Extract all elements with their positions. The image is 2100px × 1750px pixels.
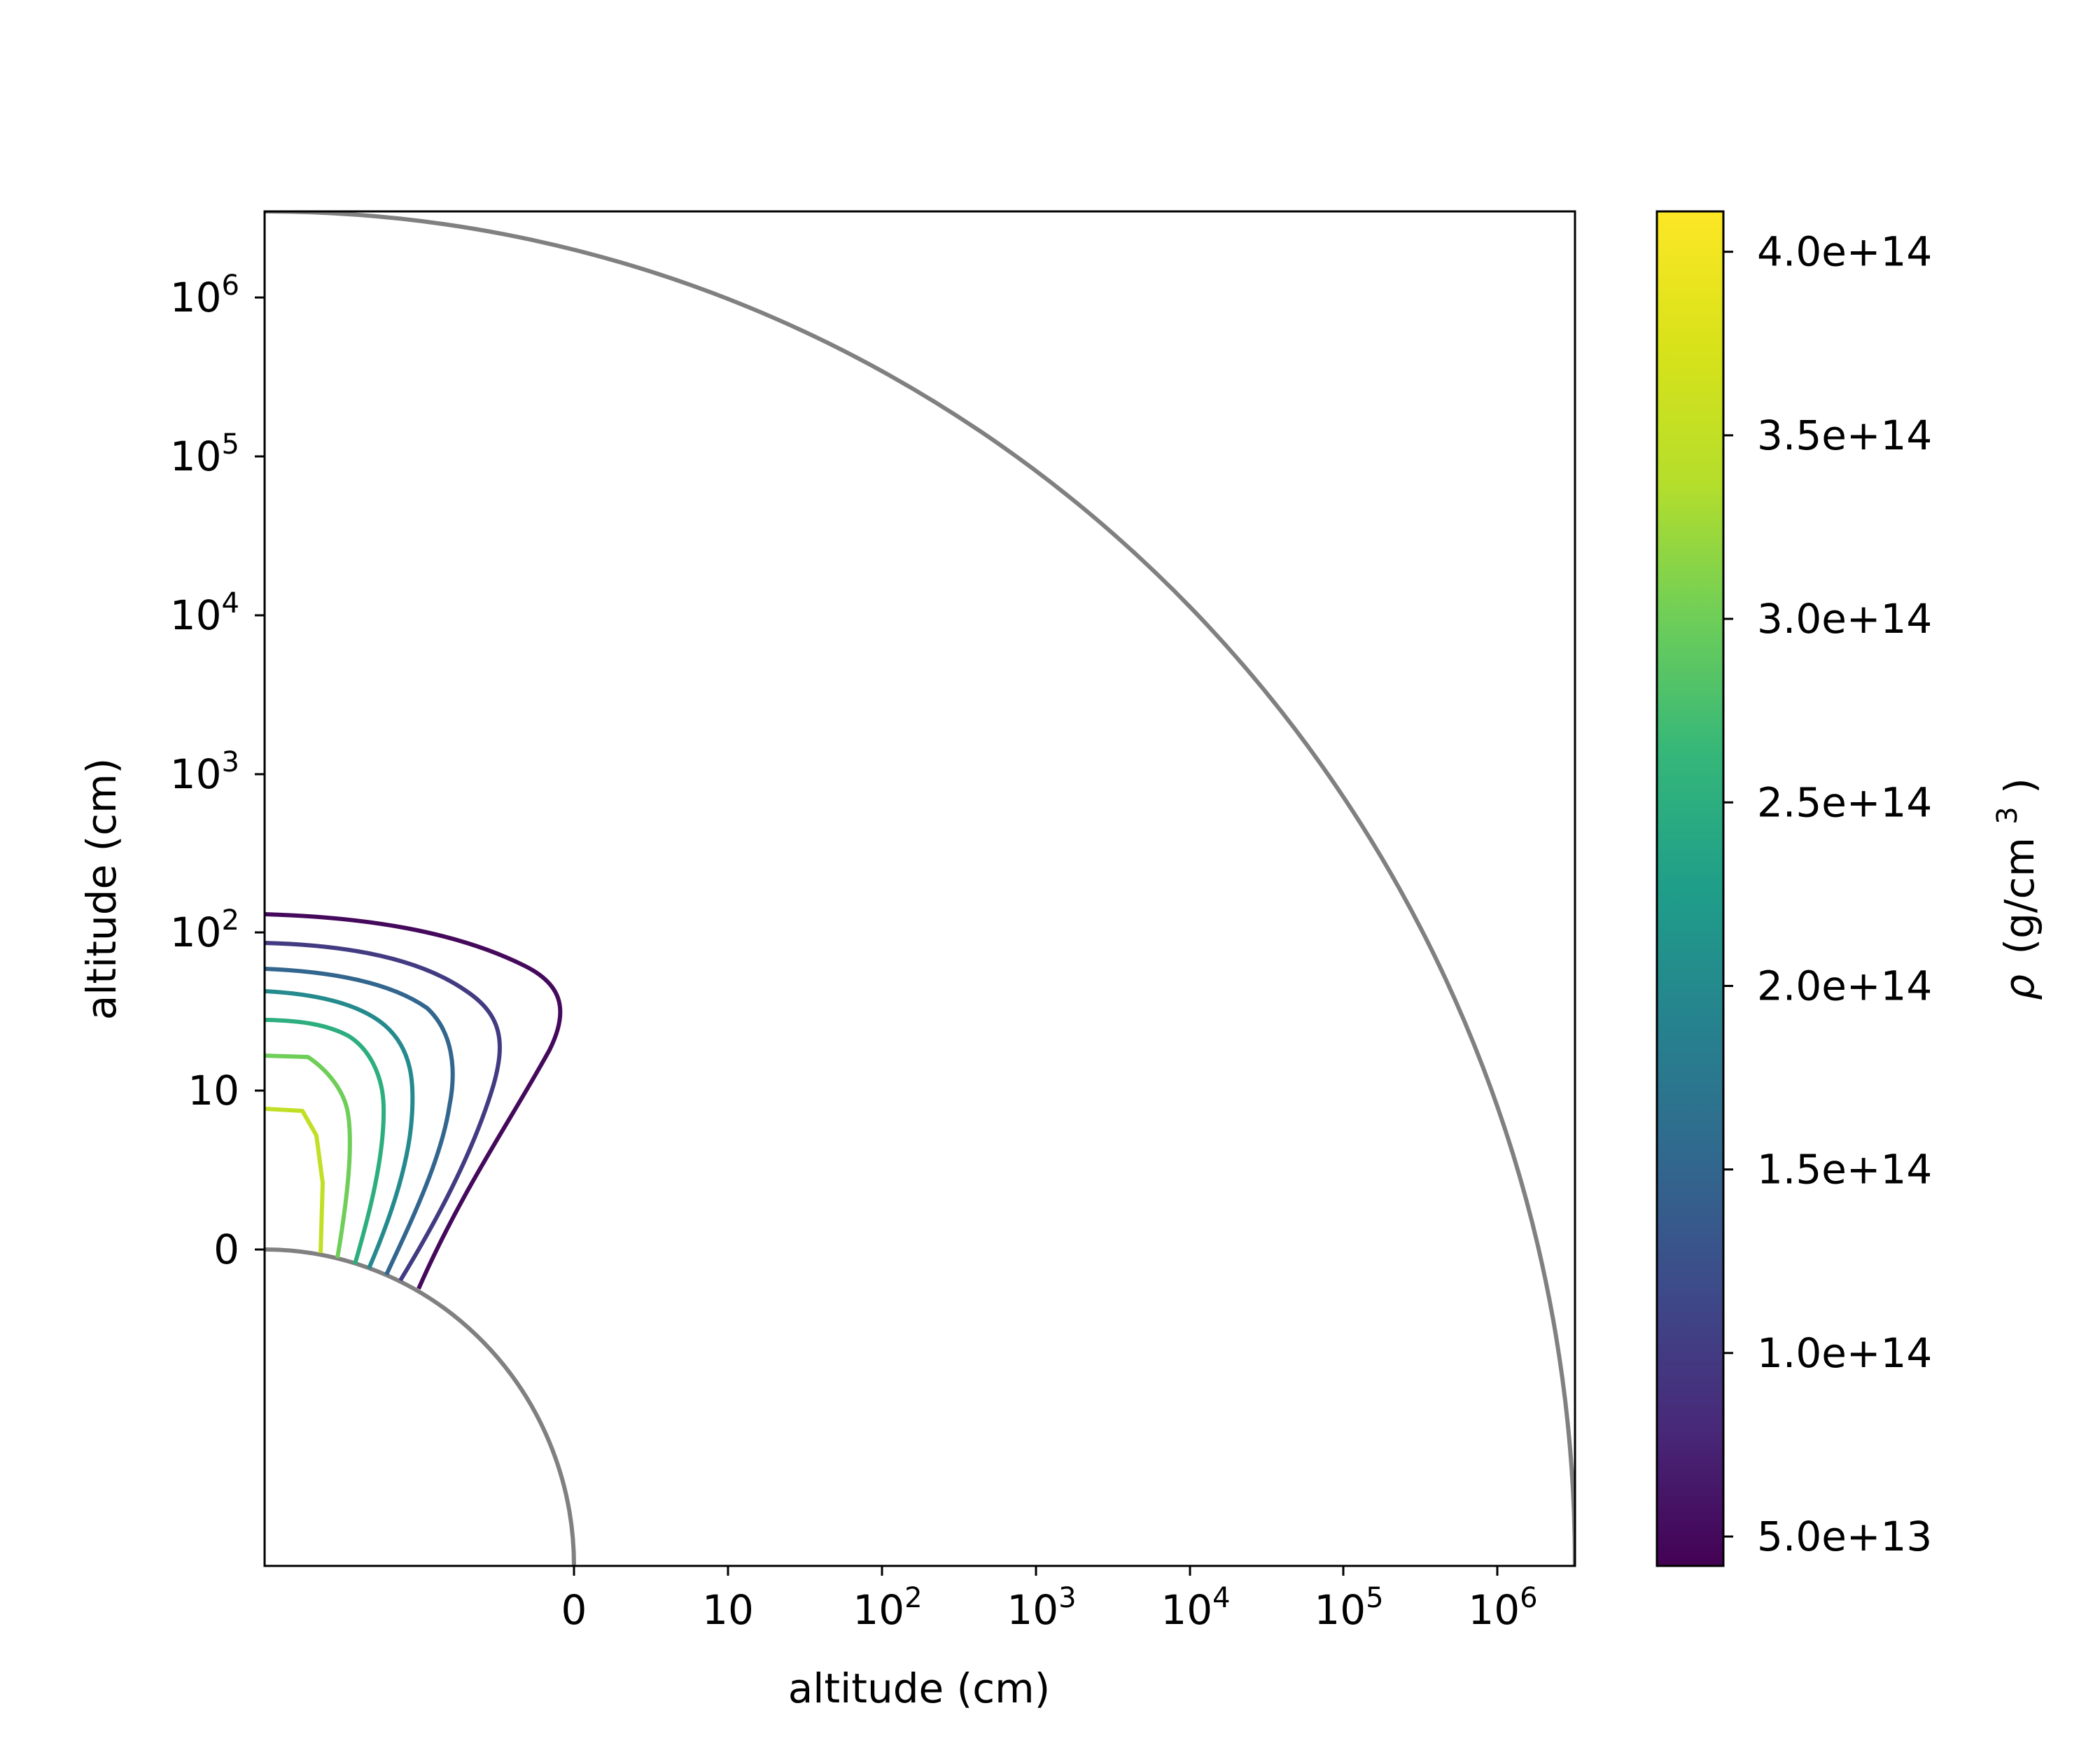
y-tick-label: 104 bbox=[170, 587, 239, 639]
x-tick-label: 0 bbox=[561, 1586, 587, 1634]
contour-level-4 bbox=[265, 989, 415, 1270]
y-tick-label-sup: 4 bbox=[222, 587, 239, 620]
y-tick-label-base: 10 bbox=[170, 274, 222, 321]
y-tick-label-base: 10 bbox=[170, 750, 222, 798]
x-axis-label: altitude (cm) bbox=[788, 1665, 1051, 1712]
y-tick-label: 102 bbox=[170, 904, 239, 956]
y-tick-label-base: 10 bbox=[170, 433, 222, 480]
colorbar-gradient bbox=[1657, 211, 1723, 1566]
plot-frame bbox=[265, 211, 1575, 1566]
colorbar-tick-label: 1.0e+14 bbox=[1757, 1329, 1932, 1377]
plot-area bbox=[263, 210, 1576, 1567]
outer-boundary-arc bbox=[265, 211, 1575, 1566]
x-tick-label-sup: 2 bbox=[904, 1582, 922, 1614]
y-tick-label: 106 bbox=[170, 270, 239, 321]
x-tick-label-base: 10 bbox=[853, 1586, 904, 1634]
colorbar-tick-label: 3.0e+14 bbox=[1757, 595, 1932, 643]
y-tick-label: 0 bbox=[214, 1226, 239, 1273]
y-tick-label-sup: 3 bbox=[222, 746, 239, 778]
colorbar-ticks: 5.0e+13 1.0e+14 1.5e+14 2.0e+14 2.5e+14 3.0e+… bbox=[1723, 228, 1932, 1560]
colorbar-tick-label: 1.5e+14 bbox=[1757, 1146, 1932, 1194]
x-tick-label-base: 10 bbox=[702, 1586, 754, 1634]
x-tick-label-sup: 5 bbox=[1366, 1582, 1383, 1614]
axes-frame bbox=[263, 210, 1576, 1567]
colorbar-tick-label: 4.0e+14 bbox=[1757, 228, 1932, 276]
contour-level-2 bbox=[265, 941, 502, 1282]
y-tick-label: 103 bbox=[170, 746, 239, 798]
colorbar-label: ρ (g/cm 3 ) bbox=[1979, 778, 2043, 1000]
colorbar-tick-label: 3.5e+14 bbox=[1757, 412, 1932, 459]
x-tick-label-sup: 4 bbox=[1212, 1582, 1230, 1614]
y-tick-label-base: 10 bbox=[170, 592, 222, 639]
y-tick-label-base: 0 bbox=[214, 1226, 239, 1273]
x-tick-label: 104 bbox=[1161, 1582, 1230, 1634]
y-axis-label: altitude (cm) bbox=[78, 758, 125, 1021]
contour-level-5 bbox=[265, 1018, 386, 1265]
x-tick-label-base: 10 bbox=[1314, 1586, 1366, 1634]
x-tick-label: 105 bbox=[1314, 1582, 1383, 1634]
x-axis-ticks: 0 10 102 103 104 105 106 bbox=[561, 1566, 1538, 1634]
contour-lines bbox=[265, 912, 563, 1290]
y-tick-label: 105 bbox=[170, 428, 239, 480]
contour-level-7 bbox=[265, 1107, 325, 1254]
x-tick-label: 10 bbox=[702, 1586, 754, 1634]
x-tick-label: 103 bbox=[1007, 1582, 1076, 1634]
x-tick-label-base: 10 bbox=[1161, 1586, 1212, 1634]
x-tick-label-base: 10 bbox=[1468, 1586, 1520, 1634]
colorbar-tick-label: 5.0e+13 bbox=[1757, 1513, 1932, 1560]
inner-boundary-arc bbox=[265, 1247, 576, 1566]
y-tick-label: 10 bbox=[188, 1067, 239, 1114]
colorbar-label-symbol: ρ bbox=[1996, 974, 2043, 1000]
y-tick-label-sup: 5 bbox=[222, 428, 239, 461]
colorbar-frame bbox=[1656, 210, 1725, 1567]
x-tick-label-base: 10 bbox=[1007, 1586, 1058, 1634]
x-tick-label-sup: 3 bbox=[1058, 1582, 1076, 1614]
contour-level-1 bbox=[265, 912, 563, 1290]
y-tick-label-sup: 6 bbox=[222, 270, 239, 302]
colorbar-label-unit-sup: 3 bbox=[1991, 806, 2024, 824]
x-tick-label: 102 bbox=[853, 1582, 922, 1634]
contour-level-3 bbox=[265, 967, 455, 1276]
plot-content bbox=[265, 211, 1575, 1566]
colorbar-label-close: ) bbox=[1996, 778, 2043, 794]
x-tick-label-sup: 6 bbox=[1520, 1582, 1537, 1614]
contour-level-6 bbox=[265, 1054, 352, 1259]
colorbar-tick-label: 2.0e+14 bbox=[1757, 962, 1932, 1009]
y-tick-label-base: 10 bbox=[188, 1067, 239, 1114]
colorbar-tick-label: 2.5e+14 bbox=[1757, 778, 1932, 826]
x-tick-label-base: 0 bbox=[561, 1586, 587, 1634]
y-tick-label-base: 10 bbox=[170, 909, 222, 956]
y-tick-label-sup: 2 bbox=[222, 904, 239, 937]
colorbar-label-unit: (g/cm bbox=[1996, 837, 2043, 954]
colorbar: 5.0e+13 1.0e+14 1.5e+14 2.0e+14 2.5e+14 3.0e+… bbox=[1656, 210, 2043, 1567]
x-tick-label: 106 bbox=[1468, 1582, 1537, 1634]
